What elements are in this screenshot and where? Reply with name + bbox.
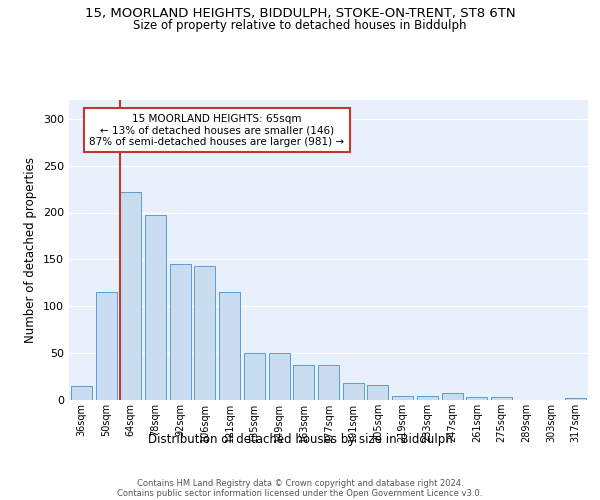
Bar (120, 192, 141, 400)
Text: Size of property relative to detached houses in Biddulph: Size of property relative to detached ho… (133, 18, 467, 32)
Bar (318, 366, 339, 400)
Bar (71, 386, 92, 400)
Bar (170, 264, 191, 400)
Bar (244, 353, 265, 400)
Bar (343, 383, 364, 400)
Text: 15 MOORLAND HEIGHTS: 65sqm
← 13% of detached houses are smaller (146)
87% of sem: 15 MOORLAND HEIGHTS: 65sqm ← 13% of deta… (89, 114, 344, 146)
Text: Contains HM Land Registry data © Crown copyright and database right 2024.: Contains HM Land Registry data © Crown c… (137, 478, 463, 488)
Bar (269, 353, 290, 400)
Bar (466, 397, 487, 400)
Y-axis label: Number of detached properties: Number of detached properties (25, 157, 37, 343)
Bar (392, 396, 413, 400)
Bar (194, 266, 215, 400)
Bar (491, 397, 512, 400)
Bar (219, 292, 240, 400)
Bar (565, 398, 586, 400)
Bar (145, 216, 166, 400)
Text: Contains public sector information licensed under the Open Government Licence v3: Contains public sector information licen… (118, 488, 482, 498)
Bar (442, 394, 463, 400)
Bar (367, 385, 388, 400)
Text: Distribution of detached houses by size in Biddulph: Distribution of detached houses by size … (148, 432, 452, 446)
Bar (417, 396, 438, 400)
Text: 15, MOORLAND HEIGHTS, BIDDULPH, STOKE-ON-TRENT, ST8 6TN: 15, MOORLAND HEIGHTS, BIDDULPH, STOKE-ON… (85, 8, 515, 20)
Bar (293, 366, 314, 400)
Bar (95, 292, 116, 400)
